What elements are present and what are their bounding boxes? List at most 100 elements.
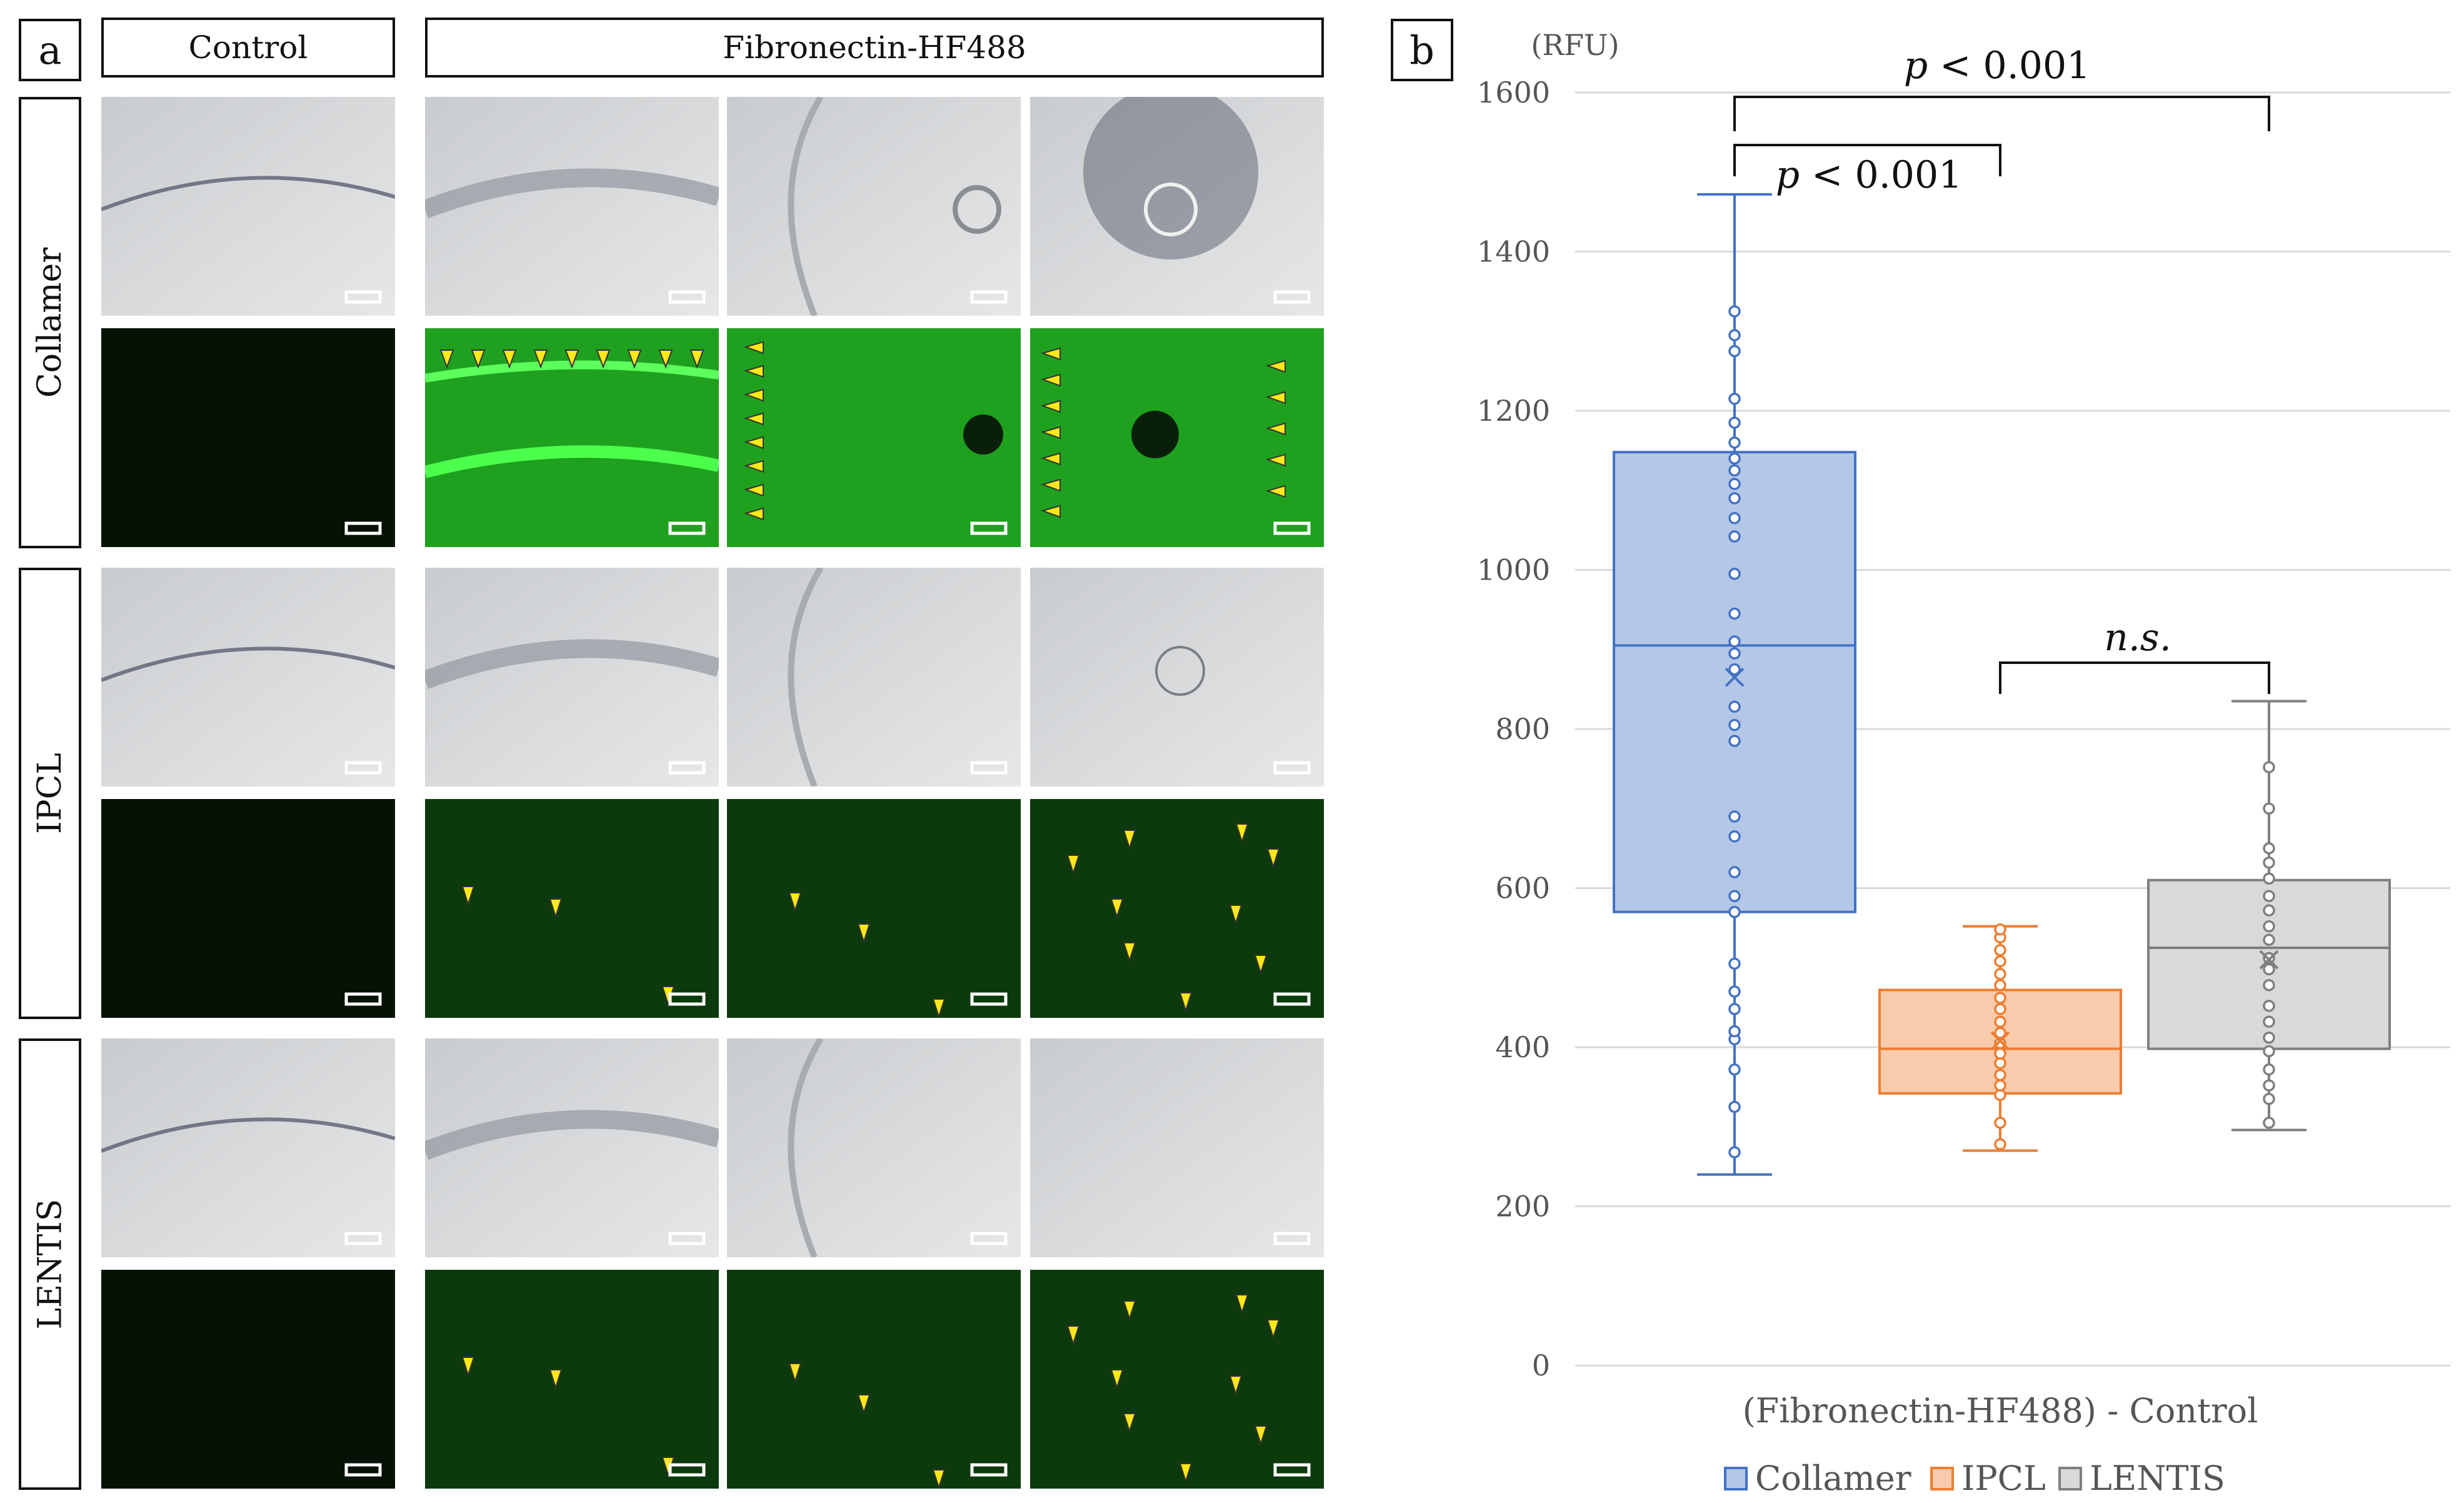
data-point [1994, 1068, 2006, 1082]
legend-swatch [2058, 1467, 2082, 1490]
brightfield-image-lentis-fibronectin-3 [1030, 1038, 1324, 1257]
y-tick-label: 200 [1495, 1190, 1550, 1224]
data-point [2263, 904, 2275, 917]
data-point [2263, 1063, 2275, 1076]
box-ipcl [1878, 923, 2122, 1152]
data-point [1728, 568, 1741, 580]
y-tick-label: 400 [1495, 1030, 1550, 1064]
data-point [1728, 890, 1741, 902]
row-label-ipcl: IPCL [19, 568, 81, 1019]
legend-swatch [1724, 1467, 1748, 1490]
data-point [2263, 1079, 2275, 1092]
brightfield-image-ipcl-control [101, 568, 395, 787]
data-point [1994, 944, 2006, 957]
data-point [1728, 635, 1741, 648]
data-point [1728, 700, 1741, 713]
brightfield-image-ipcl-fibronectin-3 [1030, 568, 1324, 787]
y-tick-label: 600 [1495, 872, 1550, 905]
fluorescence-image-collamer-control [101, 328, 395, 547]
data-point [1994, 1138, 2006, 1150]
data-point [1728, 305, 1741, 318]
fibronectin-column-header: Fibronectin-HF488 [425, 18, 1324, 78]
legend-label: Collamer [1755, 1459, 1911, 1498]
data-point [1728, 436, 1741, 449]
data-point [1728, 464, 1741, 477]
legend-item-ipcl: IPCL [1930, 1459, 2046, 1498]
brightfield-image-lentis-fibronectin-2 [727, 1038, 1021, 1257]
brightfield-image-collamer-fibronectin-3 [1030, 97, 1324, 316]
data-point [1994, 968, 2006, 980]
fluorescence-image-collamer-fibronectin-3 [1030, 328, 1324, 547]
brightfield-image-lentis-control [101, 1038, 395, 1257]
data-point [1728, 718, 1741, 731]
data-point [2263, 761, 2275, 773]
data-point [2263, 1045, 2275, 1058]
data-point [1728, 830, 1741, 843]
fluorescence-image-collamer-fibronectin-2 [727, 328, 1021, 547]
significance-bracket [1733, 96, 2270, 131]
y-tick-label: 800 [1495, 712, 1550, 746]
data-point [1728, 512, 1741, 525]
fluorescence-image-ipcl-control [101, 799, 395, 1018]
data-point [2263, 1117, 2275, 1129]
legend-item-collamer: Collamer [1724, 1459, 1911, 1498]
data-point [1728, 905, 1741, 918]
data-point [1994, 1047, 2006, 1060]
data-point [1728, 1063, 1741, 1076]
brightfield-image-ipcl-fibronectin-1 [425, 568, 719, 787]
data-point [2263, 857, 2275, 869]
data-point [1728, 810, 1741, 823]
data-point [1728, 492, 1741, 505]
legend-item-lentis: LENTIS [2058, 1459, 2225, 1498]
mean-marker [1990, 1031, 2010, 1051]
row-label-collamer: Collamer [19, 97, 81, 548]
fluorescence-image-lentis-fibronectin-1 [425, 1270, 719, 1489]
fluorescence-image-ipcl-fibronectin-2 [727, 799, 1021, 1018]
data-point [2263, 933, 2275, 946]
legend-label: IPCL [1961, 1459, 2046, 1498]
fluorescence-image-lentis-fibronectin-2 [727, 1270, 1021, 1489]
data-point [1728, 452, 1741, 465]
data-point [1994, 1079, 2006, 1092]
data-point [1728, 957, 1741, 970]
brightfield-image-collamer-control [101, 97, 395, 316]
data-point [1728, 735, 1741, 747]
significance-label: p < 0.001 [1776, 153, 1963, 197]
data-point [1728, 478, 1741, 490]
data-point [2263, 842, 2275, 855]
row-label-lentis: LENTIS [19, 1038, 81, 1490]
fluorescence-image-lentis-fibronectin-3 [1030, 1270, 1324, 1489]
data-point [1728, 1100, 1741, 1113]
data-point [1728, 985, 1741, 998]
y-tick-label: 1000 [1477, 553, 1550, 587]
data-point [1728, 329, 1741, 341]
fluorescence-image-ipcl-fibronectin-1 [425, 799, 719, 1018]
data-point [1994, 1027, 2006, 1039]
data-point [1728, 530, 1741, 543]
data-point [1994, 1003, 2006, 1015]
mean-marker [1725, 667, 1745, 687]
significance-label: p < 0.001 [1904, 44, 2091, 88]
data-point [1728, 647, 1741, 660]
significance-bracket [1999, 661, 2270, 694]
data-point [1728, 344, 1741, 358]
data-point [1994, 1015, 2006, 1028]
data-point [2263, 802, 2275, 815]
data-point [1728, 663, 1741, 676]
y-tick-label: 1600 [1477, 76, 1550, 109]
data-point [2263, 963, 2275, 976]
significance-label: n.s. [2104, 616, 2171, 660]
data-point [1728, 416, 1741, 429]
fluorescence-image-collamer-fibronectin-1 [425, 328, 719, 547]
box-collamer [1613, 193, 1856, 1176]
fluorescence-image-lentis-control [101, 1270, 395, 1489]
data-point [2263, 890, 2275, 902]
data-point [1728, 866, 1741, 878]
data-point [1994, 978, 2006, 992]
x-axis-label: (Fibronectin-HF488) - Control [1743, 1391, 2258, 1430]
panel-b-letter: b [1391, 19, 1453, 81]
brightfield-image-collamer-fibronectin-2 [727, 97, 1021, 316]
y-tick-label: 1200 [1477, 394, 1550, 428]
brightfield-image-lentis-fibronectin-1 [425, 1038, 719, 1257]
